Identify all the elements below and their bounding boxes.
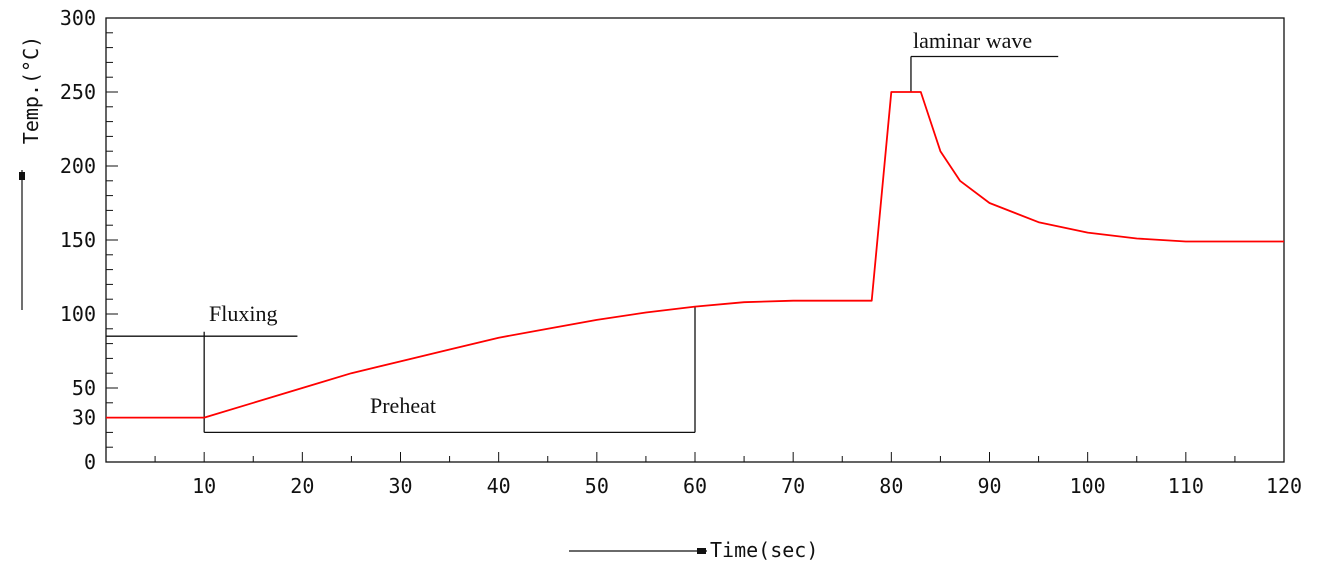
x-tick-label: 70: [781, 474, 805, 498]
annotation-preheat: Preheat: [370, 393, 436, 418]
x-axis-title: Time(sec): [710, 538, 818, 562]
y-tick-label: 100: [60, 302, 96, 326]
x-tick-label: 60: [683, 474, 707, 498]
x-tick-label: 90: [977, 474, 1001, 498]
x-axis-arrow: [569, 548, 707, 554]
y-tick-label: 30: [72, 406, 96, 430]
annotation-brackets: [106, 55, 1059, 434]
series-line-0: [106, 91, 1284, 419]
series-layer: [106, 91, 1284, 419]
y-tick-label: 250: [60, 80, 96, 104]
x-tick-label: 30: [388, 474, 412, 498]
y-axis-arrow: [19, 170, 25, 310]
annotation-laminar-wave: laminar wave: [913, 28, 1032, 53]
x-tick-label: 100: [1070, 474, 1106, 498]
annotation-fluxing: Fluxing: [209, 301, 277, 326]
x-tick-label: 110: [1168, 474, 1204, 498]
y-tick-label: 150: [60, 228, 96, 252]
x-tick-label: 120: [1266, 474, 1302, 498]
y-axis-title: Temp.(°C): [19, 36, 43, 144]
tick-labels: 10 20 30 40 50 60 70 80 90 100 110 120 0 30 50 100 150 20…: [60, 6, 1302, 498]
x-tick-label: 40: [487, 474, 511, 498]
y-tick-label: 50: [72, 376, 96, 400]
x-tick-label: 50: [585, 474, 609, 498]
y-tick-label: 300: [60, 6, 96, 30]
x-tick-label: 10: [192, 474, 216, 498]
y-tick-label: 200: [60, 154, 96, 178]
y-tick-label: 0: [84, 450, 96, 474]
x-tick-label: 80: [879, 474, 903, 498]
ticks: [106, 32, 1236, 462]
x-tick-label: 20: [290, 474, 314, 498]
